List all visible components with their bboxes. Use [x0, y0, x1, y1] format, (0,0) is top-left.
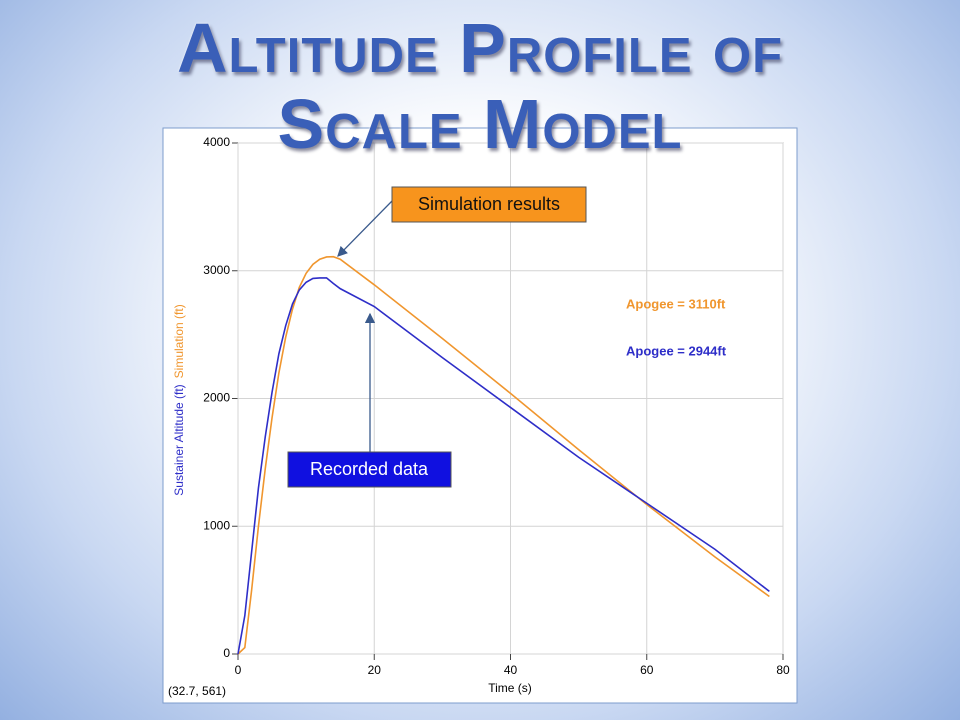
x-axis-label: Time (s) — [488, 681, 532, 695]
callout-arrow — [337, 199, 394, 257]
callout-text: Recorded data — [310, 459, 429, 479]
callout-box — [287, 451, 452, 488]
grid: 0 1000 2000 3000 4000 0 20 40 60 80 — [203, 135, 790, 677]
x-tick-label: 60 — [640, 663, 654, 677]
y-tick-label: 4000 — [203, 135, 230, 149]
slide-title: Altitude Profile of Scale Model — [176, 9, 784, 163]
series-line — [237, 255, 770, 655]
apogee-recorded: Apogee = 2944ft — [626, 343, 727, 358]
y-axis-label: Sustainer Altitude (ft) Simulation (ft) — [172, 304, 186, 495]
y-tick-label: 1000 — [203, 518, 230, 532]
x-tick-label: 0 — [235, 663, 242, 677]
y-tick-label: 0 — [223, 646, 230, 660]
cursor-readout: (32.7, 561) — [168, 684, 226, 698]
x-tick-label: 20 — [368, 663, 382, 677]
y-label-recorded: Sustainer Altitude (ft) — [172, 384, 186, 495]
series-line — [237, 277, 770, 655]
x-tick-label: 40 — [504, 663, 518, 677]
callout-text: Simulation results — [418, 194, 560, 214]
y-tick-label: 2000 — [203, 391, 230, 405]
lines — [237, 255, 770, 655]
y-tick-label: 3000 — [203, 263, 230, 277]
apogee-simulation: Apogee = 3110ft — [626, 296, 726, 311]
y-label-simulation: Simulation (ft) — [172, 304, 186, 378]
x-tick-label: 80 — [776, 663, 790, 677]
callout-box — [391, 186, 587, 223]
